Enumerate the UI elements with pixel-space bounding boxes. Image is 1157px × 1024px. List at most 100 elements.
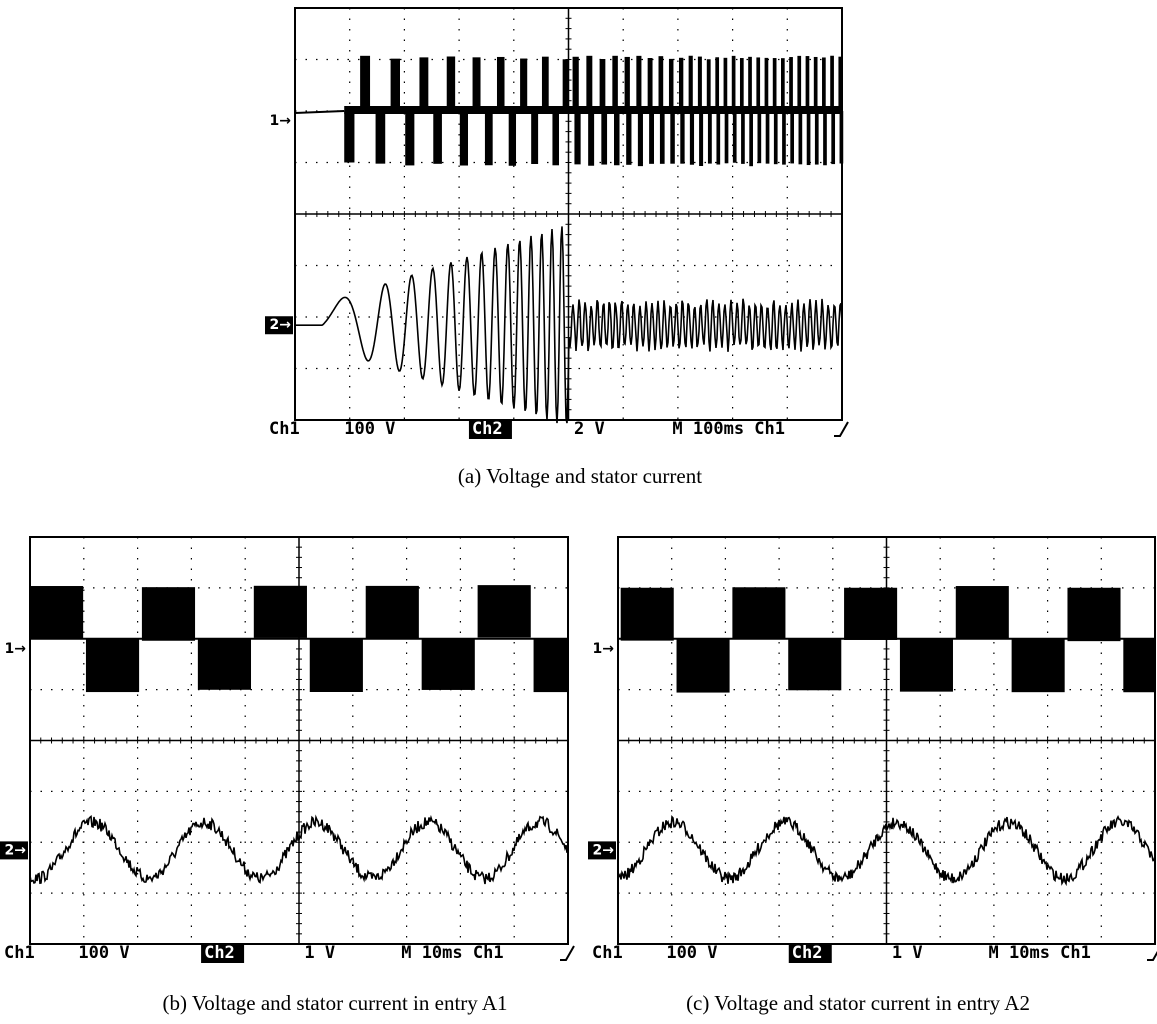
ch1-pulse (614, 111, 620, 166)
ch1-pulse (678, 57, 684, 110)
ch1-trace (344, 106, 842, 114)
ch1-pulse (484, 111, 493, 166)
ch1-pulse (552, 111, 560, 166)
ch1-pulse (375, 111, 386, 164)
ch1-pulse (732, 111, 737, 163)
ch1-pulse (715, 57, 720, 109)
readout-ch2: Ch2 (792, 943, 823, 963)
ch1-pulse (601, 111, 608, 165)
ch1-marker: 1→ (593, 641, 615, 657)
ch1-block (30, 586, 84, 639)
ch1-pulse (772, 58, 777, 110)
ch2-trace (617, 815, 1156, 887)
ch1-pulse (344, 111, 355, 163)
ch2-marker-box (588, 841, 616, 860)
ch1-block (1011, 638, 1065, 693)
ch1-trace (294, 110, 345, 114)
ch2-marker: 2→ (270, 317, 292, 333)
ch1-marker: 1→ (5, 641, 27, 657)
ch2-marker-box (265, 316, 293, 335)
ch1-pulse (739, 58, 744, 110)
ch1-pulse (599, 59, 606, 111)
ch1-block (676, 638, 730, 693)
ch1-pulse (813, 56, 818, 109)
ch1-pulse (520, 58, 528, 111)
readout-timebase: M 10ms Ch1 (401, 943, 503, 963)
ch1-pulse (822, 57, 826, 109)
readout-ch1-scale: 100 V (666, 943, 717, 963)
ch1-block (477, 585, 531, 638)
readout-ch1: Ch1 (4, 943, 35, 963)
readout-timebase: M 10ms Ch1 (989, 943, 1091, 963)
ch1-pulse (574, 111, 581, 165)
ch1-pulse (459, 111, 469, 166)
ch1-pulse (658, 56, 664, 108)
ch1-pulse (680, 111, 685, 164)
trigger-slope-icon (560, 945, 575, 961)
trigger-slope-icon (834, 421, 849, 437)
ch1-block (844, 587, 898, 640)
ch1-pulse (724, 111, 729, 164)
ch1-pulse (405, 111, 415, 166)
ch1-pulse (741, 111, 745, 164)
scope-panel: 1→ 2→ Ch1 100 V Ch2 1 V M 10ms Ch1 (c) Voltage … (588, 536, 1157, 1015)
ch1-pulse (773, 111, 778, 165)
ch2-marker-box (0, 841, 28, 860)
ch1-pulse (647, 58, 653, 110)
readout-ch1-scale: 100 V (78, 943, 129, 963)
ch1-pulse (699, 111, 704, 167)
ch1-pulse (798, 111, 803, 165)
ch1-pulse (723, 57, 728, 110)
ch1-block (141, 587, 196, 641)
ch1-pulse (814, 111, 819, 165)
readout-ch2-scale: 1 V (892, 943, 923, 963)
ch1-pulse (541, 56, 549, 109)
ch1-pulse (697, 56, 702, 109)
ch1-pulse (572, 56, 579, 109)
ch1-pulse (707, 111, 712, 164)
ch2-marker: 2→ (5, 842, 27, 858)
ch1-block (899, 638, 953, 692)
ch1-pulse (790, 111, 795, 164)
readout-ch2-box (201, 943, 245, 963)
caption: (b) Voltage and stator current in entry … (162, 991, 507, 1015)
ch1-pulse (823, 111, 827, 166)
ch1-block (421, 638, 475, 690)
ch1-pulse (689, 111, 695, 165)
ch1-pulse (508, 111, 517, 166)
ch1-pulse (731, 55, 736, 108)
readout-ch1-scale: 100 V (344, 419, 395, 439)
caption: (a) Voltage and stator current (458, 464, 702, 488)
ch1-pulse (472, 57, 481, 109)
ch1-pulse (496, 56, 505, 109)
ch1-pulse (764, 57, 769, 110)
ch1-pulse (789, 57, 793, 109)
caption: (c) Voltage and stator current in entry … (686, 991, 1030, 1015)
scope-panel: 1→ 2→ Ch1 100 V Ch2 1 V M 10ms Ch1 (b) Voltage … (0, 536, 575, 1015)
ch1-pulse (612, 55, 618, 108)
ch1-block (1123, 638, 1155, 693)
ch1-pulse (831, 111, 836, 165)
ch1-pulse (782, 111, 786, 165)
readout-ch1: Ch1 (269, 419, 300, 439)
ch1-pulse (659, 111, 665, 164)
ch2-trace (29, 814, 569, 885)
ch1-block (732, 587, 786, 639)
ch1-pulse (649, 111, 655, 164)
ch1-pulse (626, 111, 632, 165)
ch1-pulse (838, 56, 843, 109)
readout-ch2-box (468, 419, 512, 439)
ch1-pulse (636, 55, 642, 108)
ch1-pulse (716, 111, 721, 165)
ch2-marker: 2→ (593, 842, 615, 858)
readout-ch2-scale: 2 V (574, 419, 605, 439)
readout-timebase: M 100ms Ch1 (672, 419, 785, 439)
ch1-pulse (756, 57, 761, 109)
ch1-pulse (637, 111, 643, 167)
ch1-block (309, 638, 363, 693)
ch1-pulse (562, 59, 570, 111)
scope-panel: 1→ 2→ Ch1 100 V Ch2 2 V M 100ms Ch1 (a) Voltage… (265, 7, 849, 488)
ch1-pulse (586, 55, 593, 108)
readout-ch1: Ch1 (592, 943, 623, 963)
readout-ch2-box (788, 943, 832, 963)
